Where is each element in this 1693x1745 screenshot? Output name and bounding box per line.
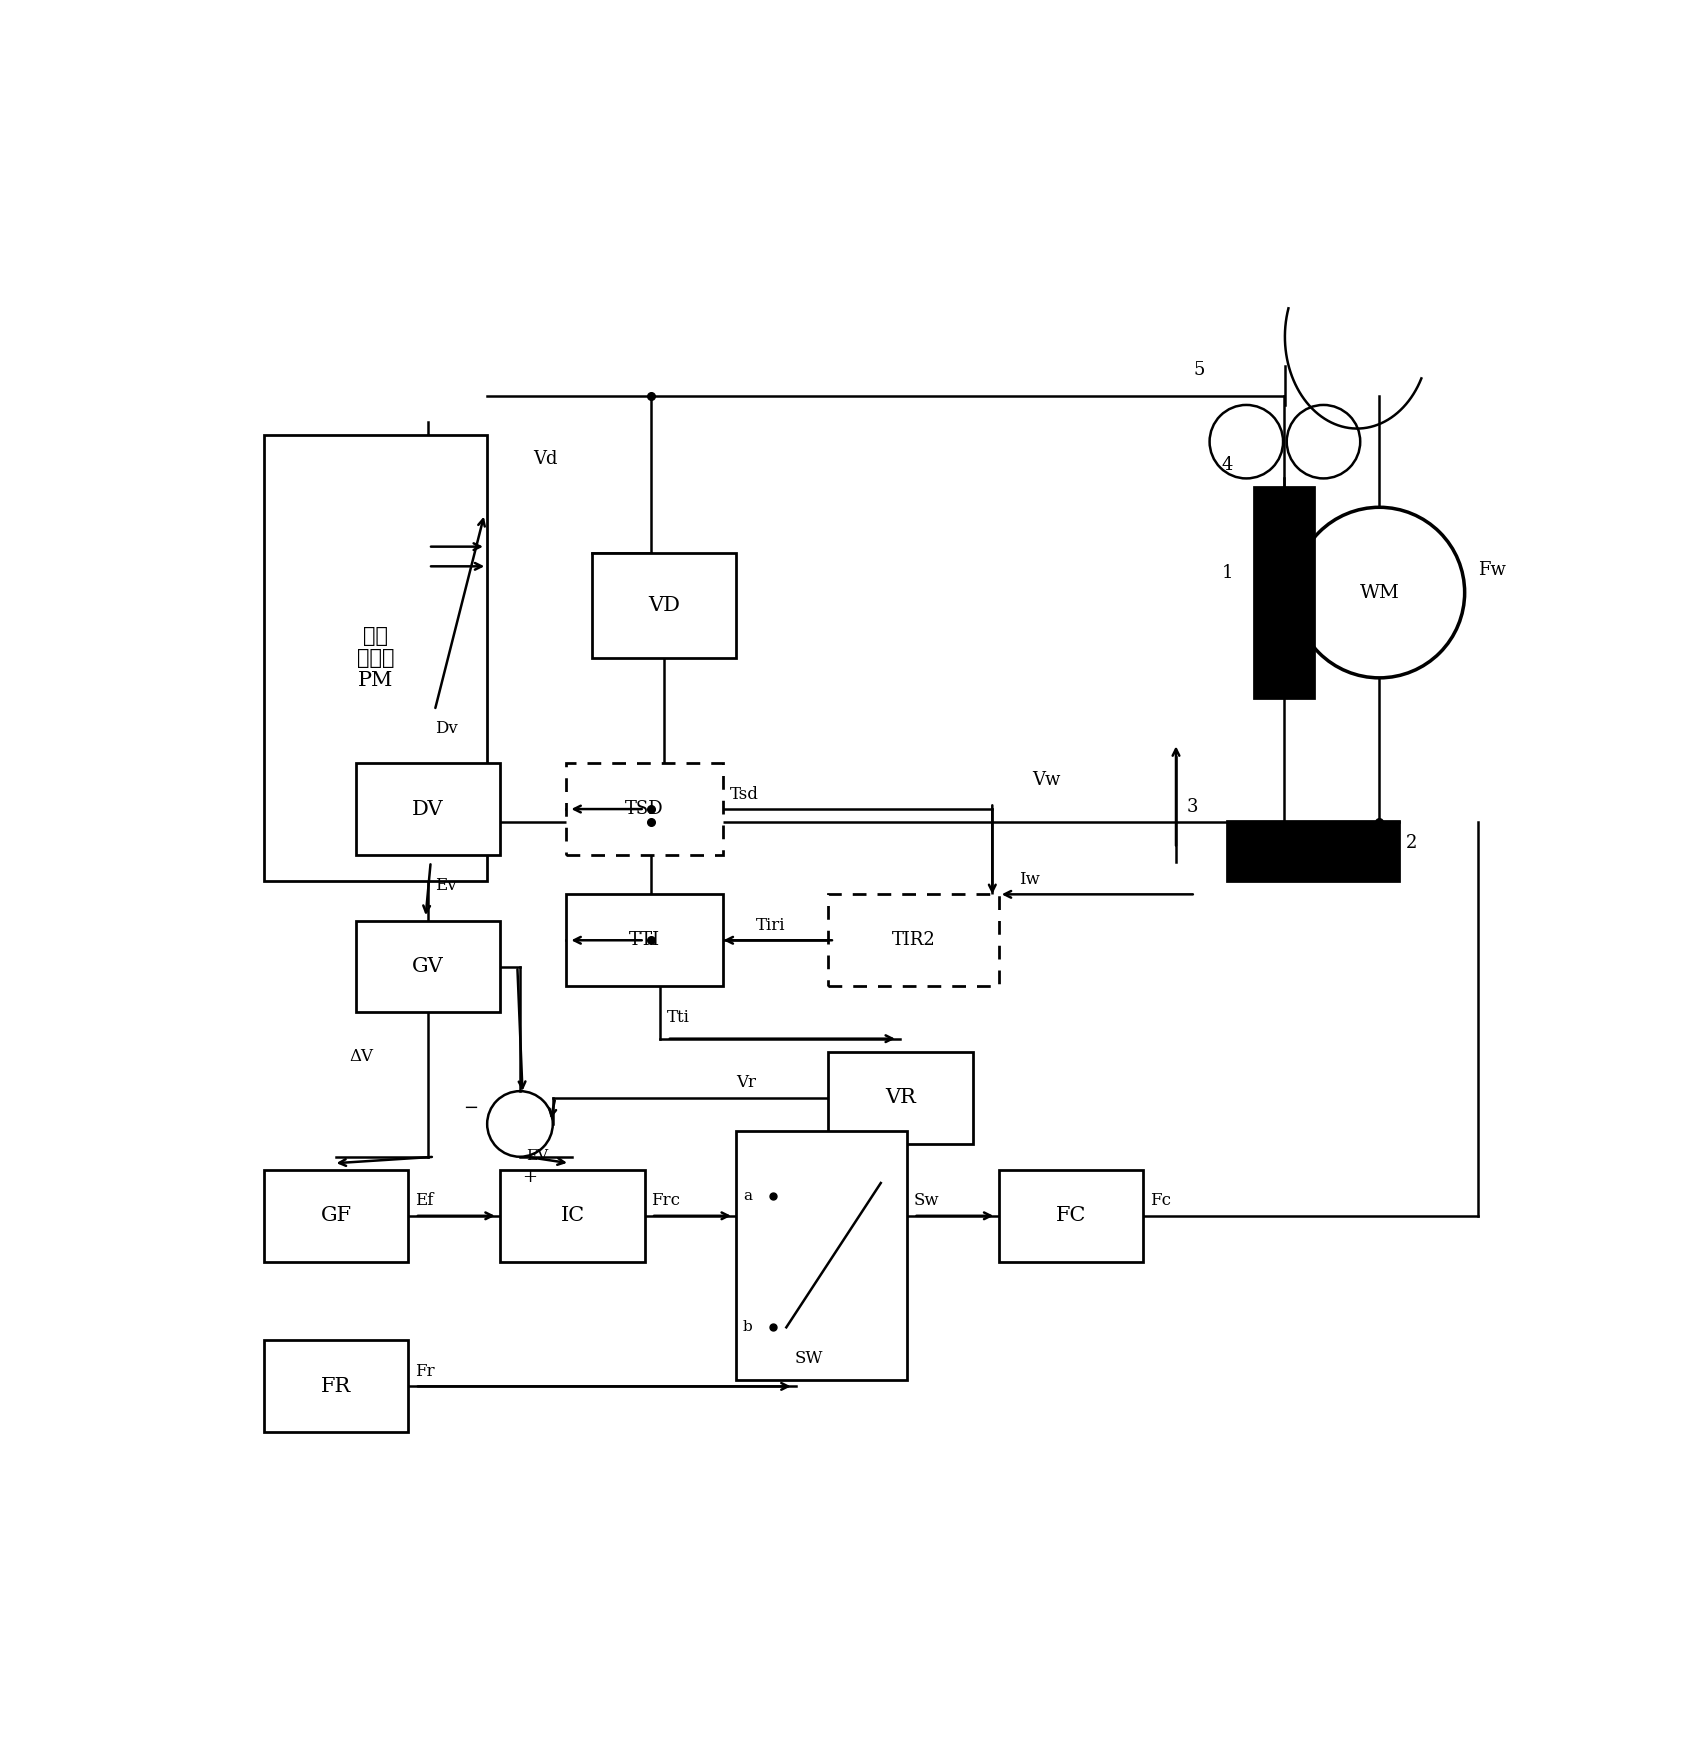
Text: 2: 2 (1405, 834, 1417, 852)
Bar (501, 1169, 645, 1262)
Text: Iw: Iw (1019, 871, 1040, 888)
Text: Dv: Dv (435, 721, 457, 736)
Text: Vr: Vr (736, 1075, 757, 1091)
Text: +: + (523, 1167, 538, 1185)
Text: Frc: Frc (652, 1192, 681, 1209)
Bar (999, 1169, 1143, 1262)
Text: GV: GV (411, 956, 444, 975)
Bar (828, 895, 999, 986)
Text: −: − (464, 1099, 479, 1117)
Text: Ev: Ev (435, 878, 457, 895)
Bar (1255, 487, 1314, 698)
Text: TSD: TSD (625, 799, 664, 818)
Text: VR: VR (885, 1089, 916, 1108)
Bar (1229, 822, 1398, 881)
Text: 1: 1 (1222, 564, 1234, 583)
Text: TIR2: TIR2 (892, 932, 936, 949)
Bar (264, 1169, 408, 1262)
Text: b: b (743, 1319, 753, 1333)
Text: SW: SW (794, 1349, 823, 1366)
Text: FR: FR (322, 1377, 352, 1396)
Text: FC: FC (1056, 1206, 1087, 1225)
Text: Fc: Fc (1150, 1192, 1172, 1209)
Bar (356, 763, 501, 855)
Text: Tiri: Tiri (757, 916, 786, 934)
Text: Vw: Vw (1031, 771, 1060, 789)
Text: Sw: Sw (914, 1192, 940, 1209)
Text: ΔV: ΔV (349, 1049, 374, 1064)
Text: 4: 4 (1222, 457, 1233, 475)
Bar (565, 763, 723, 855)
Text: Vd: Vd (533, 450, 557, 468)
Text: EV: EV (527, 1150, 549, 1164)
Text: Fr: Fr (415, 1363, 435, 1380)
Bar (565, 895, 723, 986)
Text: Tti: Tti (667, 1009, 689, 1026)
Text: a: a (743, 1188, 752, 1202)
Bar (593, 553, 736, 658)
Text: WM: WM (1359, 583, 1400, 602)
Text: 3: 3 (1187, 797, 1199, 815)
Text: 5: 5 (1194, 361, 1204, 379)
Bar (264, 435, 488, 881)
Text: Fw: Fw (1478, 562, 1505, 579)
Text: IC: IC (560, 1206, 584, 1225)
Text: TTI: TTI (630, 932, 660, 949)
Text: DV: DV (413, 799, 444, 818)
Text: Ef: Ef (415, 1192, 433, 1209)
Bar (828, 1052, 972, 1143)
Bar (356, 921, 501, 1012)
Text: 电源
主电路
PM: 电源 主电路 PM (357, 626, 394, 689)
Bar (264, 1340, 408, 1433)
Text: GF: GF (320, 1206, 352, 1225)
Text: VD: VD (648, 597, 681, 616)
Text: Tsd: Tsd (730, 785, 758, 803)
Bar (736, 1131, 907, 1380)
